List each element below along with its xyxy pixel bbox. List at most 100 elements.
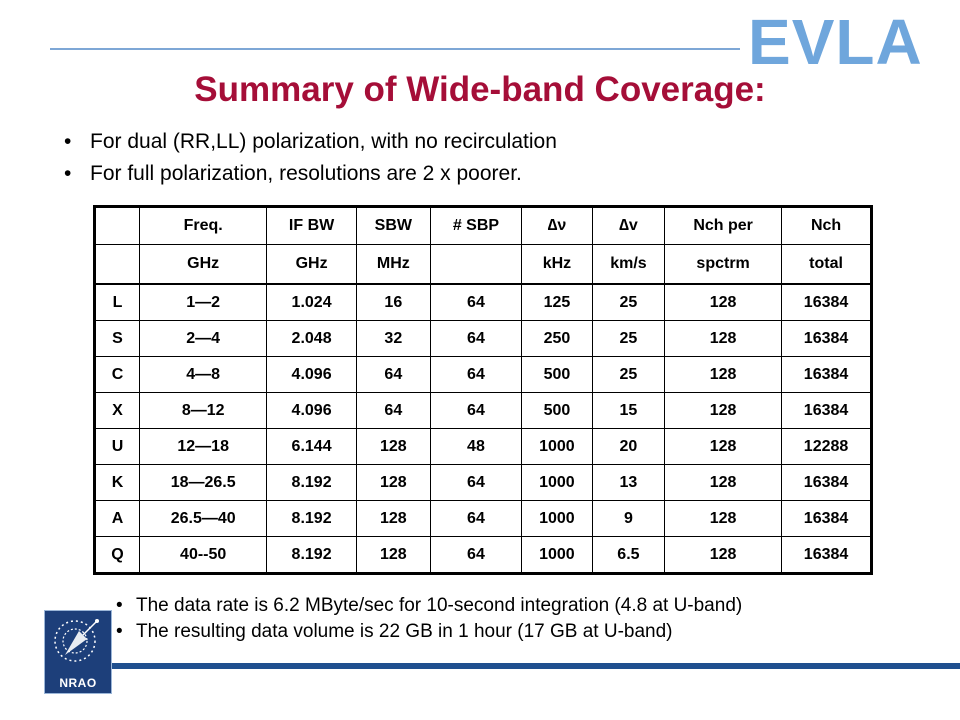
table-units-row: GHz GHz MHz kHz km/s spctrm total	[94, 244, 872, 285]
table-cell: 16384	[781, 500, 872, 537]
table-cell: 16384	[781, 356, 872, 393]
table-cell: 16384	[781, 536, 872, 574]
table-row: L 1—2 1.024 16 64 125 25 128 16384	[94, 283, 872, 321]
table-cell: 4—8	[138, 356, 268, 393]
nrao-logo: NRAO	[44, 610, 112, 694]
header-rule	[50, 48, 740, 50]
table-cell: 1.024	[266, 283, 357, 321]
band-cell: C	[94, 356, 140, 393]
bullet-item: The data rate is 6.2 MByte/sec for 10-se…	[116, 594, 742, 620]
table-cell: 15	[591, 392, 666, 429]
units-cell: km/s	[591, 244, 666, 285]
table-cell: 128	[664, 500, 783, 537]
table-cell: 64	[429, 356, 523, 393]
table-cell: 128	[664, 356, 783, 393]
table-cell: 128	[664, 320, 783, 357]
table-row: A 26.5—40 8.192 128 64 1000 9 128 16384	[94, 500, 872, 537]
header-cell	[94, 206, 140, 245]
table-cell: 6.144	[266, 428, 357, 465]
table-cell: 40--50	[138, 536, 268, 574]
header-cell: Freq.	[138, 206, 268, 245]
header-cell: # SBP	[429, 206, 523, 245]
table-cell: 1000	[521, 500, 593, 537]
table-cell: 16	[355, 283, 431, 321]
bottom-bullet-list: The data rate is 6.2 MByte/sec for 10-se…	[116, 594, 742, 646]
band-cell: Q	[94, 536, 140, 574]
units-cell	[429, 244, 523, 285]
table-cell: 1000	[521, 428, 593, 465]
table-cell: 4.096	[266, 392, 357, 429]
radio-telescope-icon	[54, 619, 99, 662]
table-cell: 250	[521, 320, 593, 357]
header-cell: SBW	[355, 206, 431, 245]
evla-logo: EVLA	[748, 6, 923, 78]
table-cell: 128	[355, 428, 431, 465]
table-cell: 128	[355, 536, 431, 574]
table-cell: 64	[429, 320, 523, 357]
table-cell: 16384	[781, 283, 872, 321]
table-cell: 16384	[781, 320, 872, 357]
table-cell: 128	[664, 464, 783, 501]
table-cell: 4.096	[266, 356, 357, 393]
band-cell: K	[94, 464, 140, 501]
bullet-item: The resulting data volume is 22 GB in 1 …	[116, 620, 742, 646]
header-cell: ∆v	[591, 206, 666, 245]
table-cell: 128	[664, 283, 783, 321]
table-cell: 16384	[781, 464, 872, 501]
table-cell: 128	[355, 500, 431, 537]
table-cell: 8.192	[266, 464, 357, 501]
header-cell: IF BW	[266, 206, 357, 245]
table-cell: 2—4	[138, 320, 268, 357]
units-cell: spctrm	[664, 244, 783, 285]
band-cell: X	[94, 392, 140, 429]
table-row: S 2—4 2.048 32 64 250 25 128 16384	[94, 320, 872, 357]
header-cell: ∆ν	[521, 206, 593, 245]
table-cell: 25	[591, 320, 666, 357]
top-bullet-list: For dual (RR,LL) polarization, with no r…	[64, 128, 557, 192]
table-cell: 64	[429, 536, 523, 574]
table-cell: 8.192	[266, 536, 357, 574]
bullet-item: For full polarization, resolutions are 2…	[64, 160, 557, 192]
table-cell: 64	[355, 356, 431, 393]
table-cell: 500	[521, 392, 593, 429]
band-cell: U	[94, 428, 140, 465]
table-cell: 18—26.5	[138, 464, 268, 501]
table-cell: 9	[591, 500, 666, 537]
table-cell: 12288	[781, 428, 872, 465]
table-cell: 26.5—40	[138, 500, 268, 537]
slide-title: Summary of Wide-band Coverage:	[194, 70, 766, 109]
table-row: C 4—8 4.096 64 64 500 25 128 16384	[94, 356, 872, 393]
table-cell: 128	[664, 428, 783, 465]
units-cell: total	[781, 244, 872, 285]
table-cell: 25	[591, 356, 666, 393]
table-cell: 64	[429, 392, 523, 429]
table-cell: 128	[664, 392, 783, 429]
units-cell: GHz	[138, 244, 268, 285]
table-cell: 8.192	[266, 500, 357, 537]
nrao-label: NRAO	[59, 676, 97, 690]
table-cell: 1000	[521, 464, 593, 501]
table-header-row: Freq. IF BW SBW # SBP ∆ν ∆v Nch per Nch	[94, 206, 872, 245]
bullet-item: For dual (RR,LL) polarization, with no r…	[64, 128, 557, 160]
units-cell: GHz	[266, 244, 357, 285]
table-cell: 125	[521, 283, 593, 321]
band-cell: L	[94, 283, 140, 321]
table-body: L 1—2 1.024 16 64 125 25 128 16384 S 2—4 2.048 32 64 2…	[94, 283, 872, 574]
table-cell: 64	[429, 283, 523, 321]
table-cell: 500	[521, 356, 593, 393]
table-row: Q 40--50 8.192 128 64 1000 6.5 128 16384	[94, 536, 872, 574]
table-cell: 2.048	[266, 320, 357, 357]
table-cell: 8—12	[138, 392, 268, 429]
table-cell: 20	[591, 428, 666, 465]
table-cell: 64	[355, 392, 431, 429]
table-row: K 18—26.5 8.192 128 64 1000 13 128 16384	[94, 464, 872, 501]
table-cell: 128	[664, 536, 783, 574]
units-cell: MHz	[355, 244, 431, 285]
table-row: X 8—12 4.096 64 64 500 15 128 16384	[94, 392, 872, 429]
units-cell	[94, 244, 140, 285]
table-row: U 12—18 6.144 128 48 1000 20 128 12288	[94, 428, 872, 465]
table-cell: 32	[355, 320, 431, 357]
band-cell: A	[94, 500, 140, 537]
table-cell: 25	[591, 283, 666, 321]
table-cell: 64	[429, 500, 523, 537]
